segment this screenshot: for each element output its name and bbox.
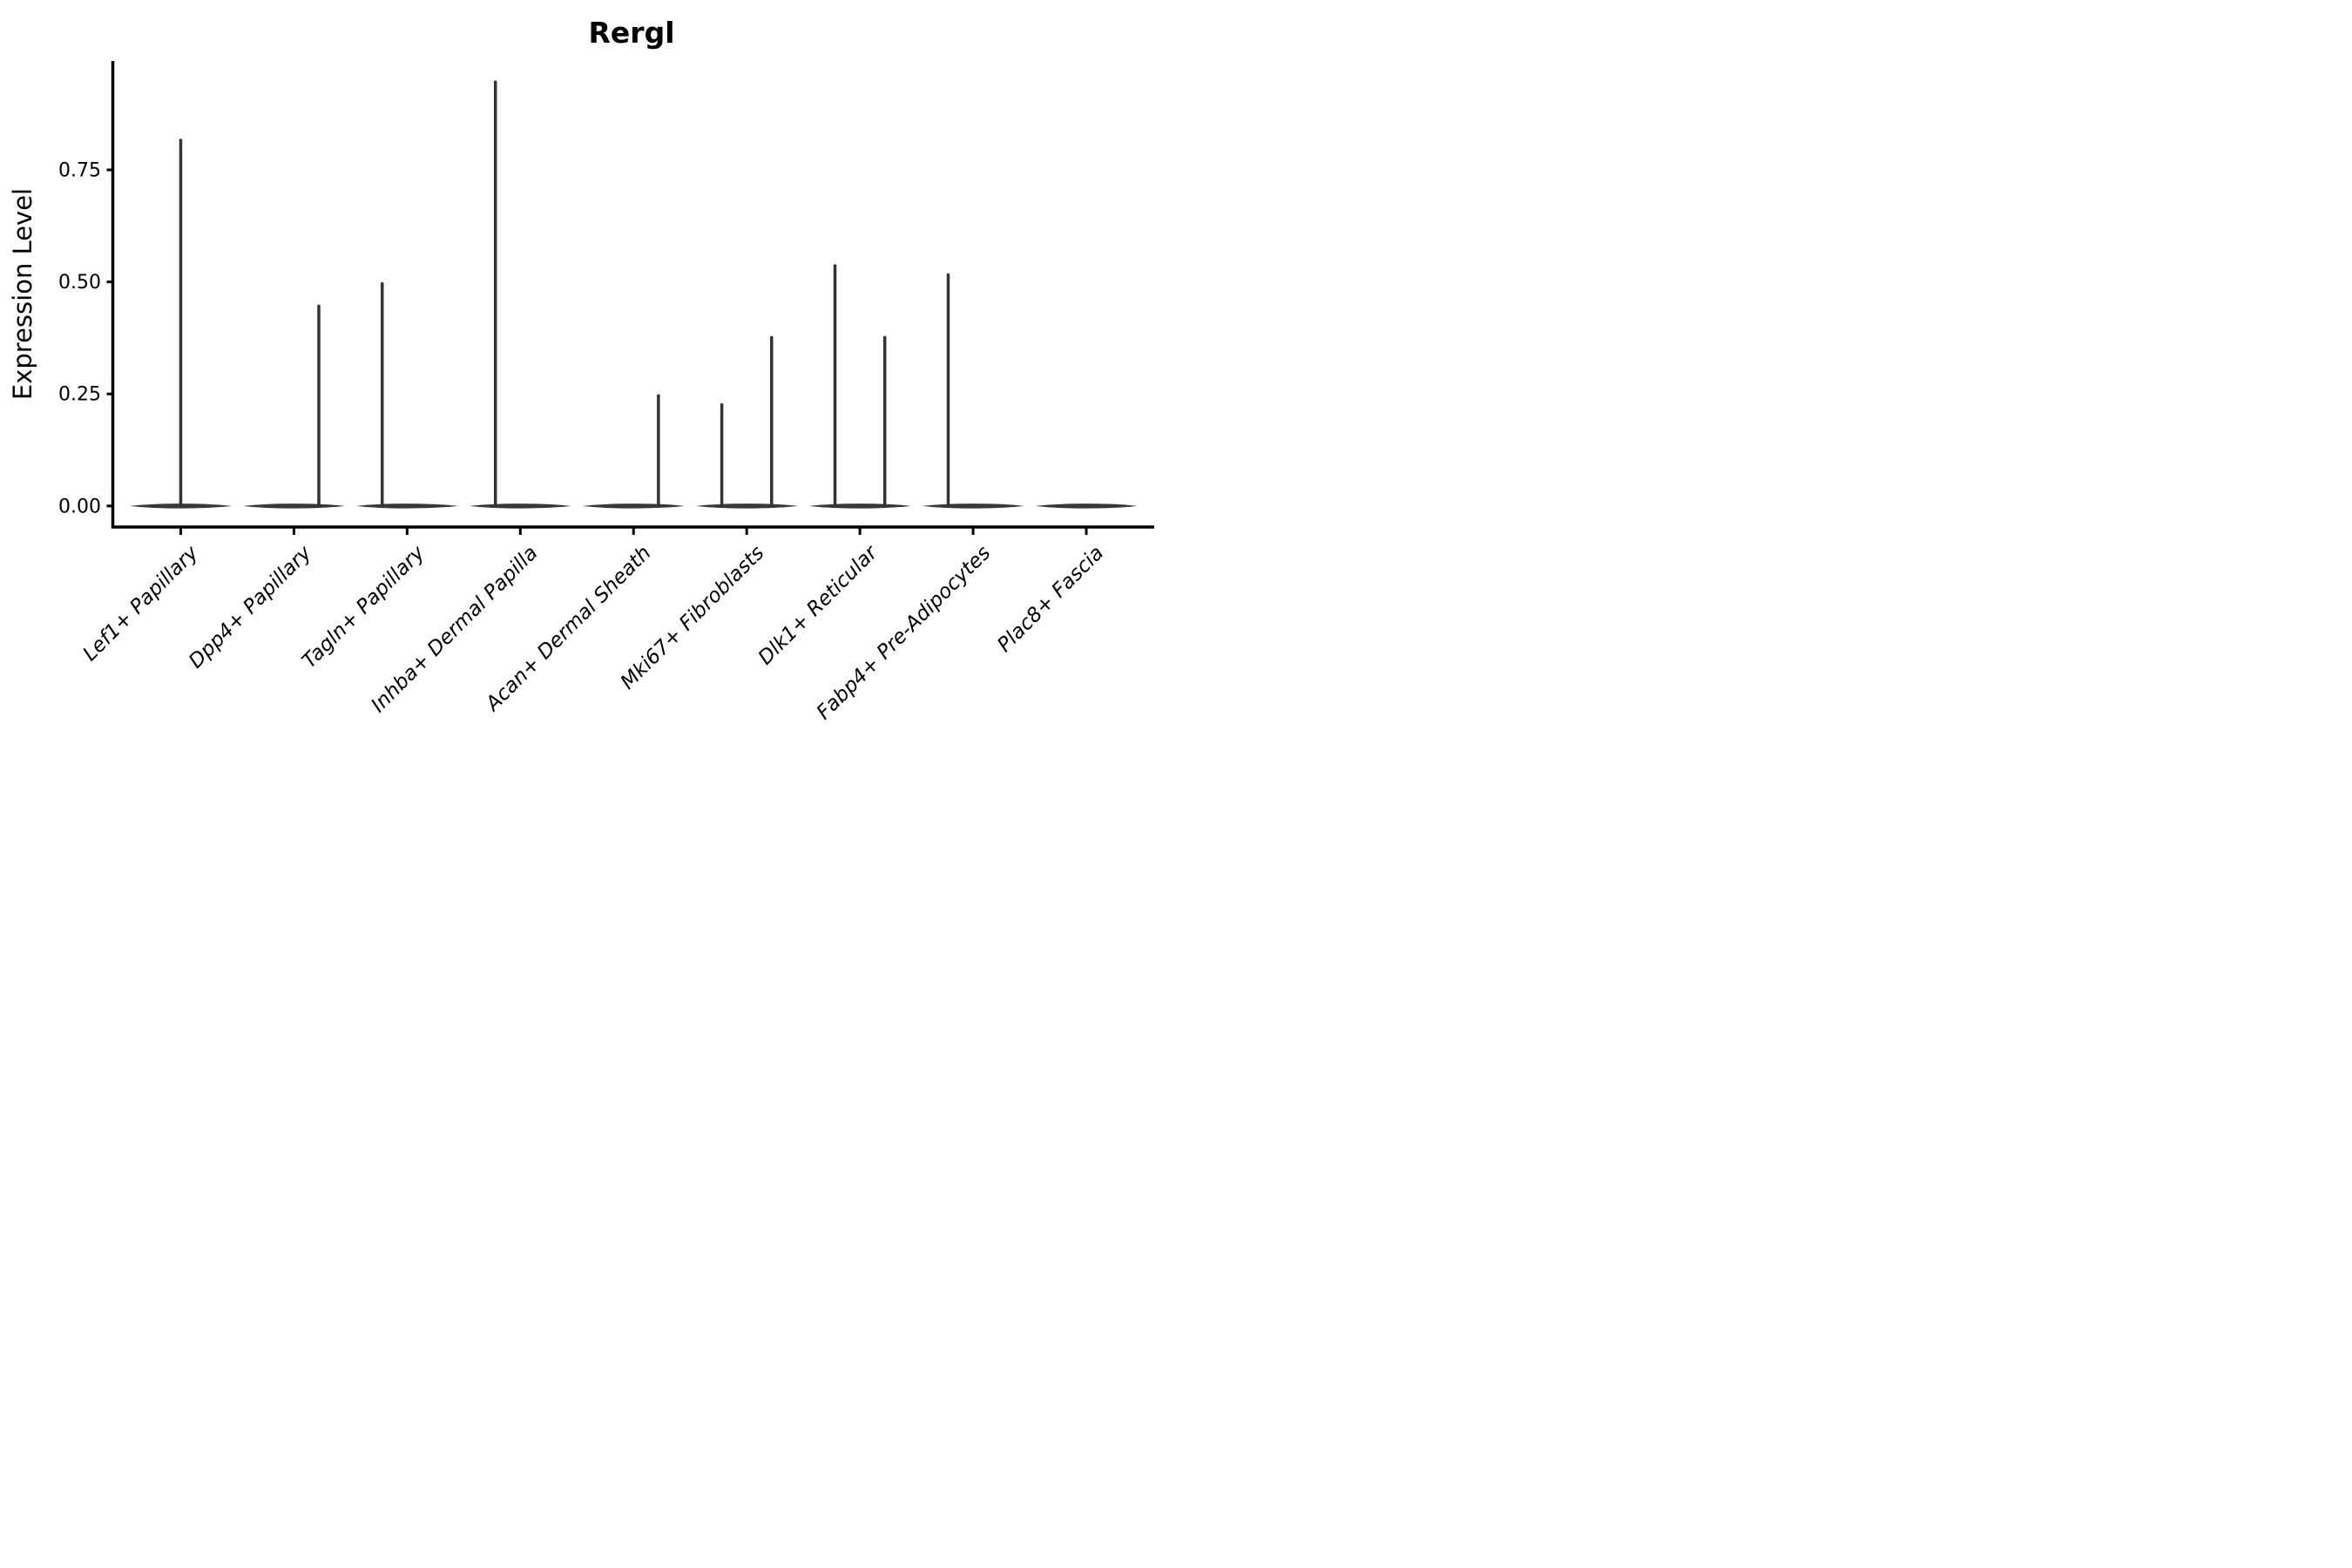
violin-plot-figure: Rergl Expression Level 0.00 0.25 0.50 0.75 L… bbox=[0, 0, 1176, 784]
y-tick-label: 0.50 bbox=[58, 272, 101, 294]
y-tick-label: 0.00 bbox=[58, 496, 101, 517]
violin-zero-mass bbox=[355, 504, 458, 509]
y-tick-label: 0.75 bbox=[58, 160, 101, 182]
x-tick-label: Dpp4+ Papillary bbox=[185, 542, 316, 673]
y-tick-label: 0.25 bbox=[58, 384, 101, 406]
violin-zero-mass bbox=[695, 504, 798, 509]
x-tick-label: Plac8+ Fascia bbox=[993, 542, 1108, 657]
violin-zero-mass bbox=[469, 504, 571, 509]
violin-zero-mass bbox=[582, 504, 685, 509]
violin-zero-mass bbox=[922, 504, 1024, 509]
y-axis-label: Expression Level bbox=[8, 188, 37, 400]
x-tick-label: Tagln+ Papillary bbox=[298, 542, 429, 673]
violin-zero-mass bbox=[808, 504, 911, 509]
x-tick-label: Dlk1+ Reticular bbox=[754, 541, 883, 670]
x-tick-label: Lef1+ Papillary bbox=[78, 542, 203, 666]
chart-title: Rergl bbox=[589, 16, 675, 50]
violin-zero-mass bbox=[1035, 504, 1138, 509]
violin-plot-canvas: Rergl Expression Level 0.00 0.25 0.50 0.75 L… bbox=[8, 16, 1154, 724]
violin-zero-mass bbox=[242, 504, 345, 509]
